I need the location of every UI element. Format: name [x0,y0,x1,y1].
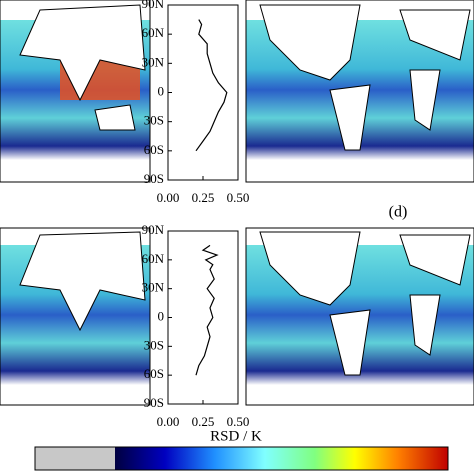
y-tick-label: 60S [144,142,164,157]
x-tick-label: 0.00 [157,414,180,429]
y-tick-label: 90S [144,171,164,186]
map-frame [0,0,151,183]
profile-frame [167,230,239,405]
x-tick-label: 0.50 [227,190,250,205]
y-tick-label: 30S [144,337,164,352]
y-tick-label: 90N [142,222,165,237]
profile-line [195,19,228,152]
x-tick-label: 0.25 [192,190,215,205]
y-tick-label: 60N [142,25,165,40]
profile-frame [167,4,239,181]
colorbar [115,447,448,470]
y-tick-label: 90N [142,0,165,11]
x-tick-label: 0.50 [227,414,250,429]
map-frame [245,0,474,183]
land [259,231,471,376]
land [259,4,471,151]
y-tick-label: 30N [142,54,165,69]
map-panels [0,0,474,406]
y-tick-label: 90S [144,395,164,410]
panel-label: (d) [389,204,408,221]
map-frame [0,227,151,406]
y-tick-label: 0 [158,308,165,323]
y-tick-label: 30N [142,280,165,295]
x-tick-label: 0.00 [157,190,180,205]
colorbar-gray [35,447,115,470]
y-tick-label: 0 [158,83,165,98]
land [94,104,136,131]
y-tick-label: 30S [144,113,164,128]
profile-line [195,244,219,376]
land [19,4,146,102]
colorbar-frame [34,446,449,471]
x-tick-label: 0.25 [192,414,215,429]
colorbar-title: RSD / K [210,428,262,444]
map-frame [245,227,474,406]
land [19,231,146,332]
y-tick-label: 60N [142,251,165,266]
y-tick-label: 60S [144,366,164,381]
